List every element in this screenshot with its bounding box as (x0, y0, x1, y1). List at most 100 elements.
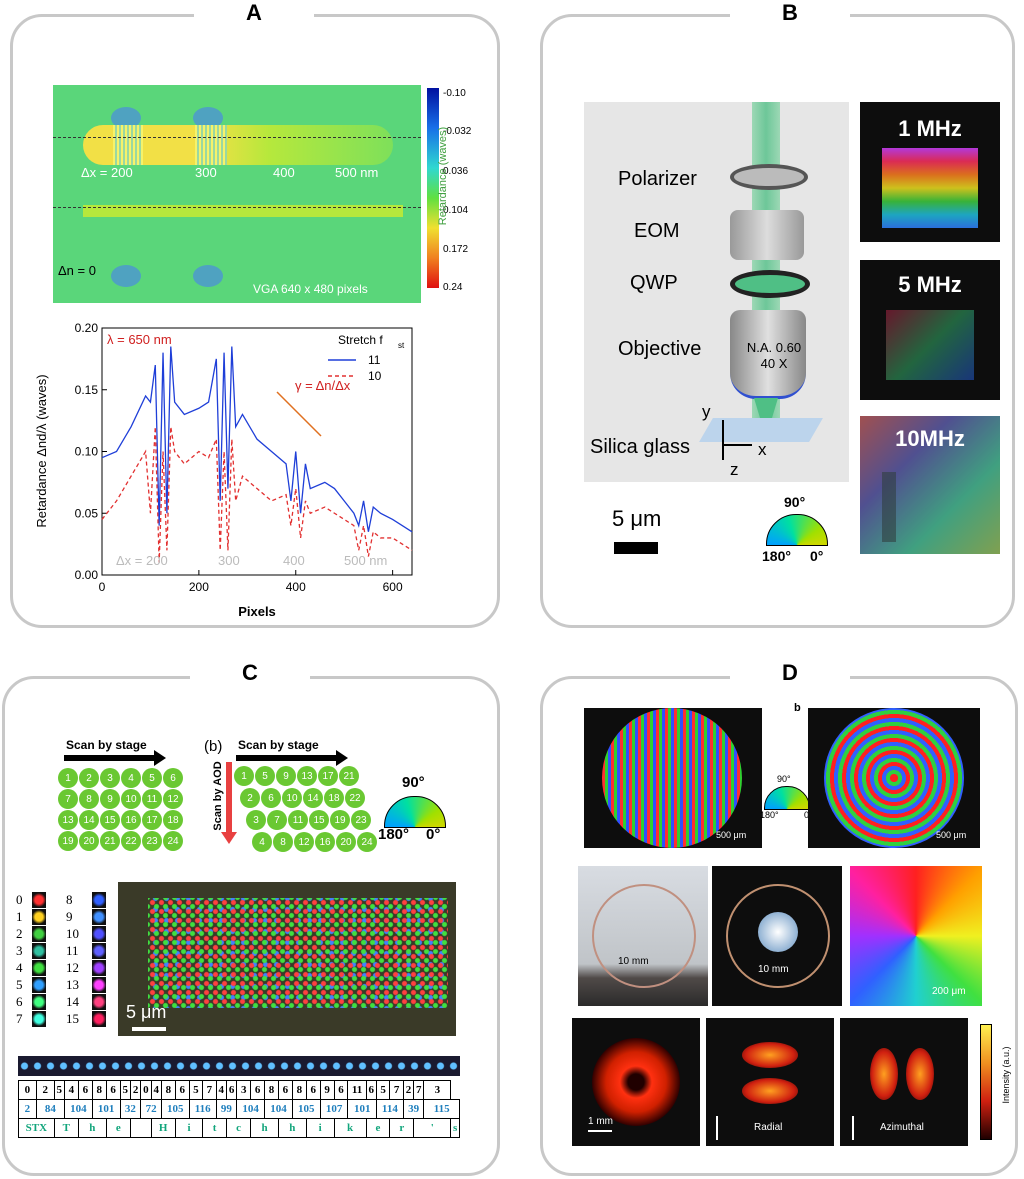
table-cell: 7 (389, 1080, 404, 1100)
stage-cell: 2 (79, 768, 99, 788)
chart-xtick-label: 200 (189, 580, 209, 594)
table-cell: 72 (140, 1099, 162, 1119)
chart-bottom-500: 500 nm (344, 553, 387, 568)
table-cell: 101 (91, 1099, 121, 1119)
table-cell: c (225, 1118, 252, 1138)
map-vga-label: VGA 640 x 480 pixels (253, 282, 368, 296)
table-cell (129, 1118, 152, 1138)
chart-xlabel: Pixels (238, 604, 276, 619)
chart-legend-10: 10 (368, 369, 382, 383)
level-label: 1 (16, 909, 23, 924)
aod-cell: 5 (255, 766, 275, 786)
d-scale-500b: 500 μm (936, 830, 967, 840)
chart-bottom-200: Δx = 200 (116, 553, 168, 568)
d-donut-beam: 1 mm (572, 1018, 700, 1146)
stage-cell: 18 (163, 810, 183, 830)
stage-cell: 9 (100, 789, 120, 809)
c-scalebar (132, 1027, 166, 1031)
qwp-element (730, 270, 810, 298)
d-wheel-180: 180° (760, 810, 779, 820)
image-1mhz: 1 MHz (860, 102, 1000, 242)
b-wheel-90: 90° (784, 494, 806, 510)
map-label-400: 400 (273, 165, 295, 180)
table-cell: 6 (250, 1080, 266, 1100)
image-5mhz: 5 MHz (860, 260, 1000, 400)
aod-cell: 3 (246, 810, 266, 830)
panel-d-label: D (730, 660, 850, 686)
chart-bottom-300: 300 (218, 553, 240, 568)
stage-cell: 21 (100, 831, 120, 851)
table-cell: 3 (423, 1080, 452, 1100)
table-cell: ' (413, 1118, 452, 1138)
stage-cell: 20 (79, 831, 99, 851)
c-wheel-180: 180° (378, 826, 410, 843)
table-cell: 7 (202, 1080, 217, 1100)
table-cell: i (174, 1118, 204, 1138)
table-cell: 5 (119, 1080, 131, 1100)
c-b-label: (b) (204, 738, 223, 755)
table-cell: 2 (35, 1080, 55, 1100)
aod-cell: 15 (309, 810, 329, 830)
chart-series-11 (101, 346, 413, 533)
level-swatch (92, 943, 106, 959)
image-10mhz: 10MHz (860, 416, 1000, 554)
axis-y-label: y (702, 402, 711, 421)
retardance-chart: 0 200 400 600 0.00 0.05 0.10 0.15 0.20 Pixels Re… (34, 321, 413, 619)
stage-cell: 10 (121, 789, 141, 809)
table-cell: i (305, 1118, 335, 1138)
b-wheel-0: 0° (810, 548, 824, 564)
c-scalebar-label: 5 μm (126, 1002, 167, 1022)
c-wheel-90: 90° (402, 774, 425, 791)
colorbar-tick-3: 0.104 (443, 205, 469, 216)
table-cell: 2 (18, 1099, 37, 1119)
polarizer-element (730, 164, 808, 190)
level-swatch (92, 994, 106, 1010)
chart-series-10 (101, 426, 413, 563)
stage-cell: 7 (58, 789, 78, 809)
aod-cell: 22 (345, 788, 365, 808)
level-swatch (92, 926, 106, 942)
table-cell: 5 (188, 1080, 204, 1100)
scan-stage-arrow-1 (64, 755, 154, 761)
ascii-table: 0 2 5 4 6 8 6 5 2 0 4 8 6 5 7 4 6 3 6 8 6 8 6 9 6 11 6 5 7 2 7 3 2 84 104… (18, 1080, 460, 1138)
colorbar-title: Retardance (waves) (437, 126, 449, 226)
stage-cell: 11 (142, 789, 162, 809)
level-label: 12 (66, 960, 79, 975)
panel-c-label: C (190, 660, 310, 686)
table-cell: 6 (225, 1080, 238, 1100)
aod-cell: 14 (303, 788, 323, 808)
silica-glass-slab (699, 418, 823, 442)
d-stripe-image: 500 μm (584, 708, 762, 848)
scan-stage-label-1: Scan by stage (66, 738, 147, 752)
c-wheel-0: 0° (426, 826, 441, 843)
d-azimuthal-label: Azimuthal (880, 1122, 924, 1133)
table-cell: e (365, 1118, 391, 1138)
map-dn-label: Δn = 0 (58, 263, 96, 278)
aod-cell: 21 (339, 766, 359, 786)
objective-text2: 40 X (760, 356, 788, 371)
table-cell: 105 (160, 1099, 190, 1119)
map-label-300: 300 (195, 165, 217, 180)
table-cell: 114 (375, 1099, 404, 1119)
d-wheel-90: 90° (777, 774, 791, 784)
table-cell: k (333, 1118, 367, 1138)
stage-cell: 6 (163, 768, 183, 788)
table-cell: 5 (375, 1080, 391, 1100)
level-swatch (32, 960, 46, 976)
chart-legend-title: Stretch f (338, 333, 383, 347)
table-cell: 8 (160, 1080, 176, 1100)
table-cell: 104 (63, 1099, 93, 1119)
d-10mm-b: 10 mm (758, 964, 789, 975)
label-polarizer: Polarizer (618, 168, 697, 190)
table-cell: 8 (91, 1080, 107, 1100)
level-swatch (32, 943, 46, 959)
d-radial-arrow (716, 1116, 718, 1140)
d-azimuthal-beam: Azimuthal (840, 1018, 968, 1146)
stage-cell: 3 (100, 768, 120, 788)
colorbar-tick-2: 0.036 (443, 166, 469, 177)
chart-legend-sub: st (398, 341, 405, 350)
table-cell: 6 (77, 1080, 93, 1100)
axis-z-label: z (730, 460, 739, 479)
table-cell: STX (18, 1118, 55, 1138)
aod-cell: 16 (315, 832, 335, 852)
